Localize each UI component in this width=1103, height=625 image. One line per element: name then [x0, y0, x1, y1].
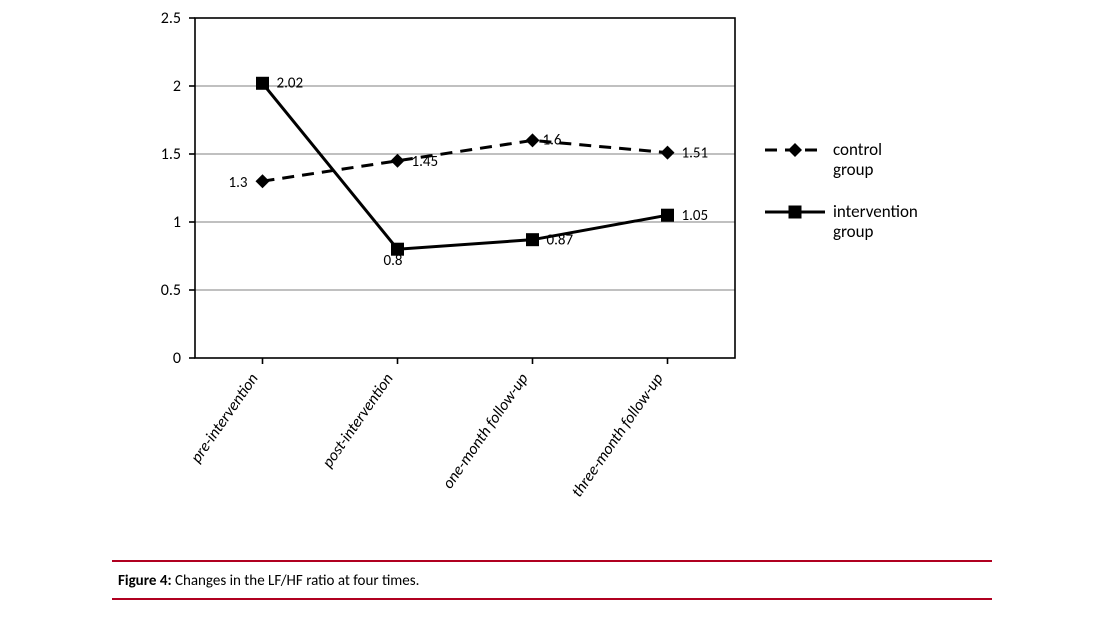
svg-text:2.02: 2.02	[277, 74, 304, 92]
figure-stage: 0 0.5 1 1.5 2 2.5 pre-intervention post-interve…	[0, 0, 1103, 625]
figure-caption-block: Figure 4: Changes in the LF/HF ratio at …	[112, 560, 992, 600]
svg-text:1: 1	[173, 213, 181, 232]
svg-text:0.5: 0.5	[161, 281, 181, 300]
svg-text:one-month follow-up: one-month follow-up	[439, 370, 533, 493]
svg-text:group: group	[833, 221, 874, 242]
svg-text:1.45: 1.45	[412, 153, 439, 171]
caption-body: Changes in the LF/HF ratio at four times…	[172, 572, 420, 590]
svg-text:2.5: 2.5	[161, 9, 181, 28]
svg-text:0.8: 0.8	[384, 252, 403, 270]
figure-caption: Figure 4: Changes in the LF/HF ratio at …	[112, 562, 992, 598]
svg-text:1.5: 1.5	[161, 145, 181, 164]
svg-text:2: 2	[173, 77, 181, 96]
svg-text:post-intervention: post-intervention	[319, 370, 398, 472]
svg-text:0.87: 0.87	[547, 232, 574, 250]
svg-text:0: 0	[173, 349, 181, 368]
svg-text:1.6: 1.6	[543, 131, 562, 149]
svg-text:group: group	[833, 159, 874, 180]
svg-text:intervention: intervention	[833, 201, 918, 222]
svg-text:pre-intervention: pre-intervention	[187, 370, 263, 467]
svg-text:1.3: 1.3	[229, 174, 248, 192]
svg-text:1.51: 1.51	[682, 145, 709, 163]
svg-text:control: control	[833, 139, 882, 160]
caption-prefix: Figure 4:	[118, 572, 172, 590]
svg-text:1.05: 1.05	[682, 207, 709, 225]
line-chart: 0 0.5 1 1.5 2 2.5 pre-intervention post-interve…	[0, 0, 1103, 560]
svg-text:three-month follow-up: three-month follow-up	[568, 370, 668, 501]
caption-rule-bottom	[112, 598, 992, 600]
